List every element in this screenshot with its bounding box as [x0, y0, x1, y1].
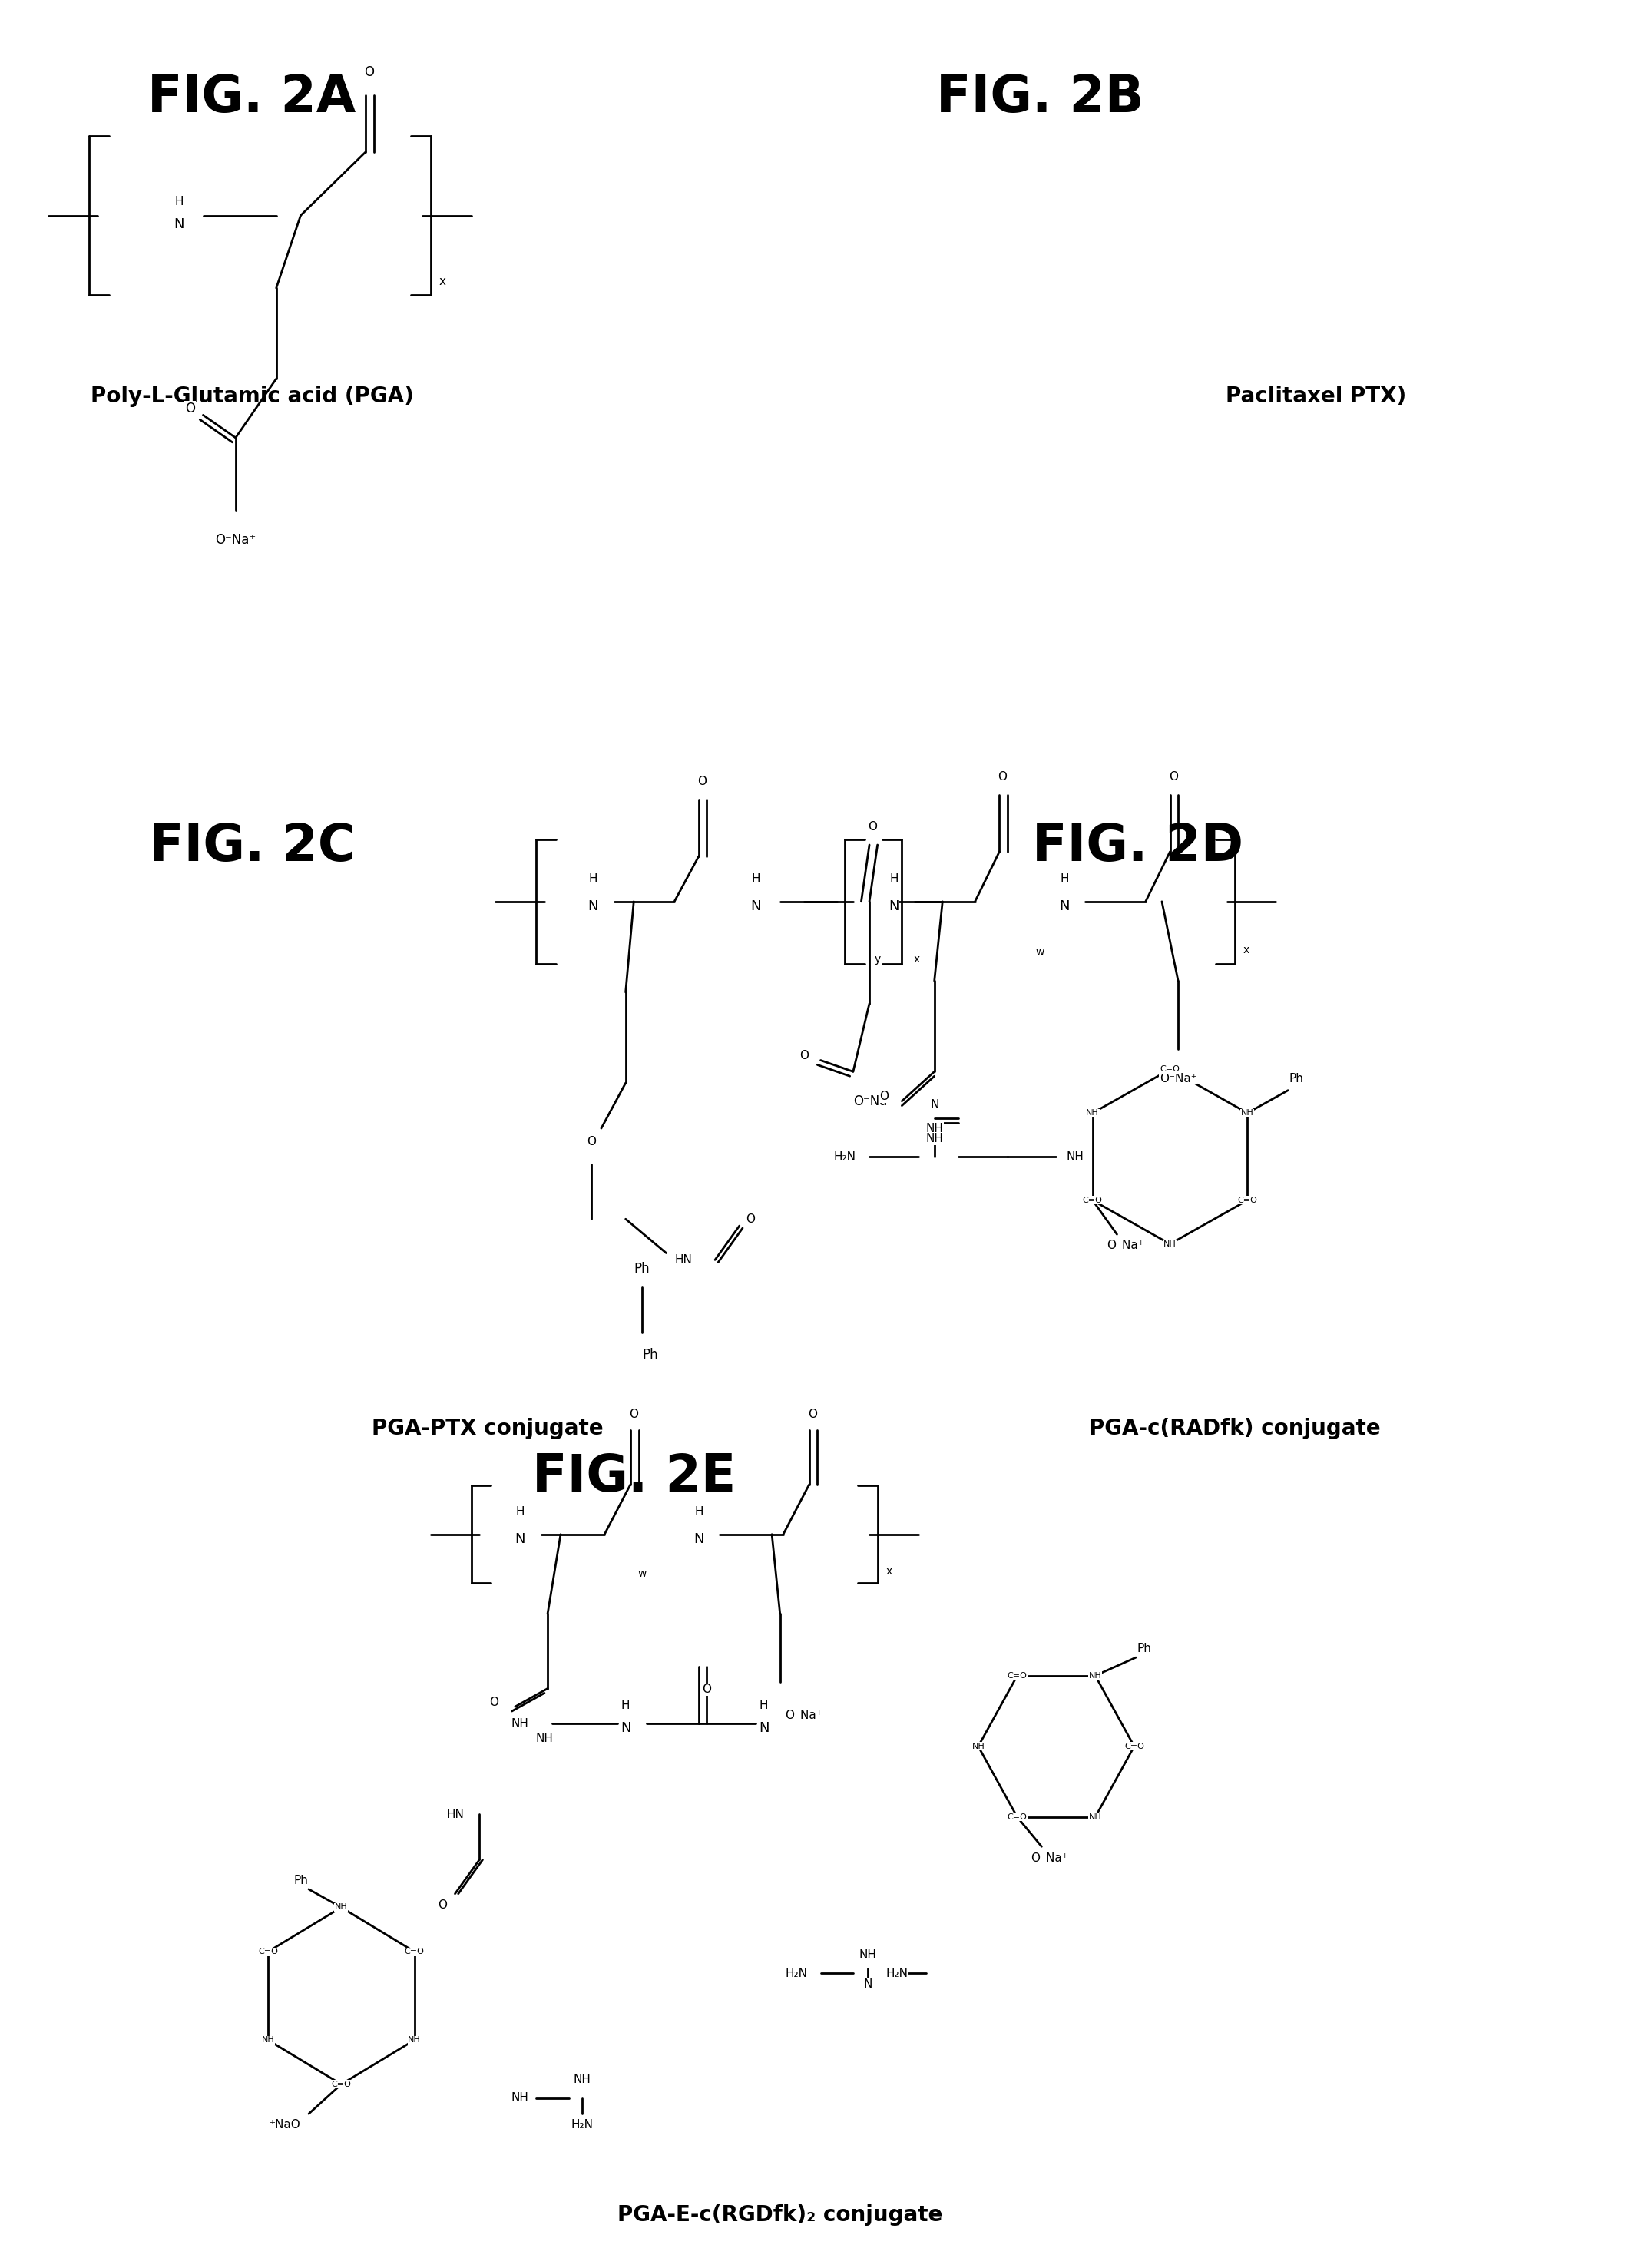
Text: H: H: [889, 873, 899, 885]
Text: y: y: [874, 955, 881, 964]
Text: FIG. 2C: FIG. 2C: [148, 821, 356, 871]
Text: NH: NH: [972, 1742, 985, 1751]
Text: FIG. 2D: FIG. 2D: [1032, 821, 1243, 871]
Text: H₂N: H₂N: [886, 1966, 908, 1980]
Text: NH: NH: [1089, 1812, 1102, 1821]
Text: H: H: [1060, 873, 1069, 885]
Text: NH: NH: [512, 2091, 528, 2105]
Text: NH: NH: [1066, 1150, 1084, 1163]
Text: N: N: [889, 898, 899, 914]
Text: O: O: [998, 771, 1007, 782]
Text: O: O: [697, 776, 707, 787]
Text: NH: NH: [574, 2073, 590, 2087]
Text: O⁻Na⁺: O⁻Na⁺: [1159, 1073, 1198, 1084]
Text: H: H: [174, 195, 184, 209]
Text: N: N: [588, 898, 598, 914]
Text: NH: NH: [1089, 1672, 1102, 1681]
Text: H₂N: H₂N: [834, 1150, 856, 1163]
Text: HN: HN: [447, 1808, 463, 1821]
Text: Ph: Ph: [294, 1873, 307, 1887]
Text: NH: NH: [512, 1717, 528, 1730]
Text: PGA-E-c(RGDfk)₂ conjugate: PGA-E-c(RGDfk)₂ conjugate: [618, 2204, 942, 2225]
Text: Ph: Ph: [1137, 1642, 1150, 1653]
Text: H₂N: H₂N: [570, 2118, 593, 2132]
Text: w: w: [637, 1569, 647, 1579]
Text: O: O: [587, 1136, 596, 1148]
Text: Ph: Ph: [634, 1261, 650, 1277]
Text: C=O: C=O: [1008, 1812, 1027, 1821]
Text: NH: NH: [926, 1123, 942, 1134]
Text: NH: NH: [262, 2037, 275, 2043]
Text: N: N: [759, 1721, 769, 1735]
Text: C=O: C=O: [405, 1948, 424, 1955]
Text: N: N: [863, 1978, 873, 1991]
Text: PGA-c(RADfk) conjugate: PGA-c(RADfk) conjugate: [1089, 1418, 1381, 1438]
Text: N: N: [174, 218, 184, 231]
Text: O: O: [879, 1091, 889, 1102]
Text: N: N: [694, 1531, 704, 1547]
Text: O⁻Na⁺: O⁻Na⁺: [1030, 1853, 1069, 1864]
Text: x: x: [439, 274, 445, 288]
Text: NH: NH: [926, 1132, 942, 1145]
Text: N: N: [751, 898, 760, 914]
Text: Poly-L-Glutamic acid (PGA): Poly-L-Glutamic acid (PGA): [91, 386, 413, 406]
Text: NH: NH: [860, 1948, 876, 1962]
Text: FIG. 2E: FIG. 2E: [531, 1452, 736, 1501]
Text: O⁻Na: O⁻Na: [853, 1093, 887, 1109]
Text: H: H: [621, 1699, 630, 1712]
Text: C=O: C=O: [1124, 1742, 1144, 1751]
Text: Ph: Ph: [642, 1347, 658, 1363]
Text: O: O: [799, 1050, 809, 1061]
Text: FIG. 2A: FIG. 2A: [148, 73, 356, 122]
Text: C=O: C=O: [1082, 1198, 1102, 1204]
Text: H₂N: H₂N: [785, 1966, 808, 1980]
Text: C=O: C=O: [1238, 1198, 1258, 1204]
Text: H: H: [751, 873, 760, 885]
Text: ⁺NaO: ⁺NaO: [270, 2118, 301, 2132]
Text: O: O: [808, 1408, 817, 1420]
Text: O: O: [746, 1213, 756, 1225]
Text: x: x: [913, 955, 920, 964]
Text: NH: NH: [1242, 1109, 1254, 1116]
Text: O: O: [437, 1898, 447, 1912]
Text: NH: NH: [1086, 1109, 1098, 1116]
Text: NH: NH: [408, 2037, 421, 2043]
Text: NH: NH: [335, 1903, 348, 1912]
Text: O⁻Na⁺: O⁻Na⁺: [214, 533, 257, 547]
Text: O⁻Na⁺: O⁻Na⁺: [785, 1710, 822, 1721]
Text: w: w: [1035, 948, 1045, 957]
Text: FIG. 2B: FIG. 2B: [936, 73, 1144, 122]
Text: N: N: [515, 1531, 525, 1547]
Text: O: O: [489, 1696, 499, 1708]
Text: Ph: Ph: [1289, 1073, 1303, 1084]
Text: H: H: [515, 1506, 525, 1517]
Text: PGA-PTX conjugate: PGA-PTX conjugate: [372, 1418, 603, 1438]
Text: HN: HN: [674, 1254, 692, 1266]
Text: N: N: [621, 1721, 630, 1735]
Text: x: x: [886, 1567, 892, 1576]
Text: O: O: [702, 1683, 712, 1696]
Text: Paclitaxel PTX): Paclitaxel PTX): [1225, 386, 1407, 406]
Text: C=O: C=O: [331, 2080, 351, 2089]
Text: O: O: [1168, 771, 1178, 782]
Text: N: N: [1060, 898, 1069, 914]
Text: C=O: C=O: [258, 1948, 278, 1955]
Text: O⁻Na⁺: O⁻Na⁺: [1107, 1241, 1144, 1252]
Text: N: N: [929, 1098, 939, 1111]
Text: H: H: [588, 873, 598, 885]
Text: NH: NH: [1164, 1241, 1176, 1247]
Text: C=O: C=O: [1160, 1066, 1180, 1073]
Text: H: H: [759, 1699, 769, 1712]
Text: x: x: [1243, 946, 1250, 955]
Text: O: O: [868, 821, 877, 832]
Text: NH: NH: [536, 1733, 552, 1744]
Text: O: O: [185, 401, 195, 415]
Text: H: H: [694, 1506, 704, 1517]
Text: O: O: [364, 66, 374, 79]
Text: C=O: C=O: [1008, 1672, 1027, 1681]
Text: O: O: [629, 1408, 639, 1420]
